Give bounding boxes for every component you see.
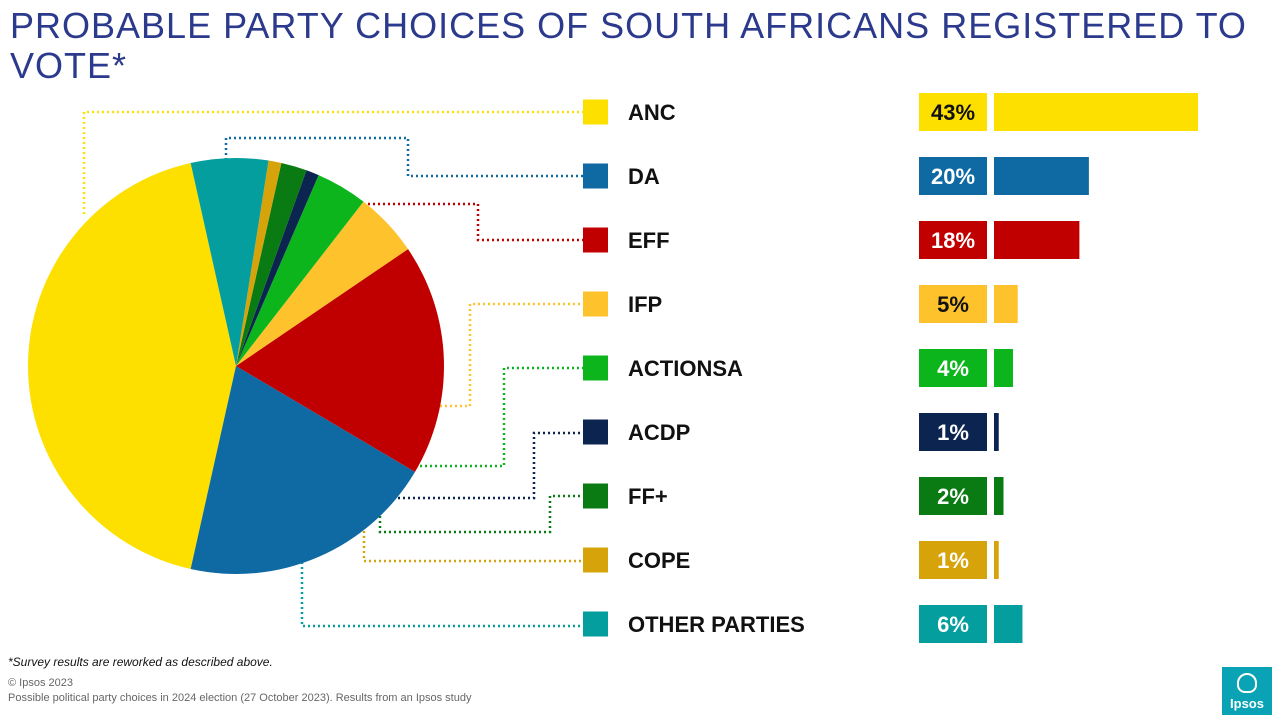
pct-box-other-parties xyxy=(919,605,987,643)
pct-box-ifp xyxy=(919,285,987,323)
leader-line-anc xyxy=(82,110,583,214)
pct-box-actionsa xyxy=(919,349,987,387)
pct-label-actionsa: 4% xyxy=(937,356,969,381)
legend-label-eff: EFF xyxy=(628,228,670,253)
bar-other-parties xyxy=(994,605,1023,643)
legend-swatch-ifp xyxy=(583,291,608,317)
leader-line-ff xyxy=(378,494,583,534)
pie-slice-ff xyxy=(236,163,307,366)
pct-box-eff xyxy=(919,221,987,259)
bar-ifp xyxy=(994,285,1018,323)
leader-line-acdp xyxy=(398,431,583,500)
leader-line-other-parties xyxy=(300,562,583,628)
bar-anc xyxy=(994,93,1198,131)
pct-label-acdp: 1% xyxy=(937,420,969,445)
copyright: © Ipsos 2023 xyxy=(8,677,73,689)
bar-eff xyxy=(994,221,1080,259)
pct-label-ff: 2% xyxy=(937,484,969,509)
leader-lines xyxy=(82,110,583,628)
leader-line-eff xyxy=(368,202,583,242)
bar-ff xyxy=(994,477,1004,515)
legend-swatch-actionsa xyxy=(583,355,608,381)
legend-label-cope: COPE xyxy=(628,548,690,573)
legend-label-ff: FF+ xyxy=(628,484,668,509)
pct-box-ff xyxy=(919,477,987,515)
pie-slices xyxy=(28,158,444,574)
source-note: Possible political party choices in 2024… xyxy=(8,692,472,704)
pie-slice-cope xyxy=(236,160,282,366)
bar-actionsa xyxy=(994,349,1013,387)
leader-line-cope xyxy=(362,526,583,563)
legend-swatch-other-parties xyxy=(583,611,608,637)
pct-label-da: 20% xyxy=(931,164,975,189)
pie-slice-anc xyxy=(28,163,236,569)
legend-swatch-anc xyxy=(583,99,608,125)
legend-label-anc: ANC xyxy=(628,100,676,125)
pie-slice-ifp xyxy=(236,201,409,366)
pct-box-cope xyxy=(919,541,987,579)
pct-label-other-parties: 6% xyxy=(937,612,969,637)
ipsos-logo: Ipsos xyxy=(1222,667,1272,715)
pct-label-eff: 18% xyxy=(931,228,975,253)
logo-text: Ipsos xyxy=(1230,696,1264,711)
leader-line-actionsa xyxy=(420,366,583,468)
pct-label-ifp: 5% xyxy=(937,292,969,317)
legend-label-acdp: ACDP xyxy=(628,420,690,445)
legend-label-da: DA xyxy=(628,164,660,189)
pie-slice-da xyxy=(190,366,416,574)
pct-label-cope: 1% xyxy=(937,548,969,573)
legend-label-ifp: IFP xyxy=(628,292,662,317)
pct-box-anc xyxy=(919,93,987,131)
leader-line-ifp xyxy=(440,302,583,408)
leader-line-da xyxy=(224,136,583,178)
pct-label-anc: 43% xyxy=(931,100,975,125)
footnote: *Survey results are reworked as describe… xyxy=(8,655,273,669)
legend-swatch-cope xyxy=(583,547,608,573)
legend-swatch-eff xyxy=(583,227,608,253)
legend-swatch-ff xyxy=(583,483,608,509)
bar-cope xyxy=(994,541,999,579)
legend: ANC DA EFF IFP ACTIONSA ACDP FF+ COPE OTHER PART… xyxy=(583,99,805,637)
legend-swatch-da xyxy=(583,163,608,189)
bar-acdp xyxy=(994,413,999,451)
legend-label-other-parties: OTHER PARTIES xyxy=(628,612,805,637)
legend-label-actionsa: ACTIONSA xyxy=(628,356,743,381)
logo-icon xyxy=(1237,673,1257,693)
pct-box-acdp xyxy=(919,413,987,451)
bar-da xyxy=(994,157,1089,195)
chart-title: PROBABLE PARTY CHOICES OF SOUTH AFRICANS… xyxy=(10,5,1247,86)
pie-slice-actionsa xyxy=(236,175,364,366)
pct-box-da xyxy=(919,157,987,195)
pie-slice-eff xyxy=(236,249,444,472)
pie-slice-other-parties xyxy=(190,158,269,366)
pie-chart: ANC DA EFF IFP ACTIONSA ACDP FF+ COPE OTHER PART… xyxy=(28,93,1198,643)
pie-slice-acdp xyxy=(236,170,319,366)
bar-chart: 43% 20% 18% 5% 4% 1% 2% 1% 6% xyxy=(919,93,1198,643)
legend-swatch-acdp xyxy=(583,419,608,445)
